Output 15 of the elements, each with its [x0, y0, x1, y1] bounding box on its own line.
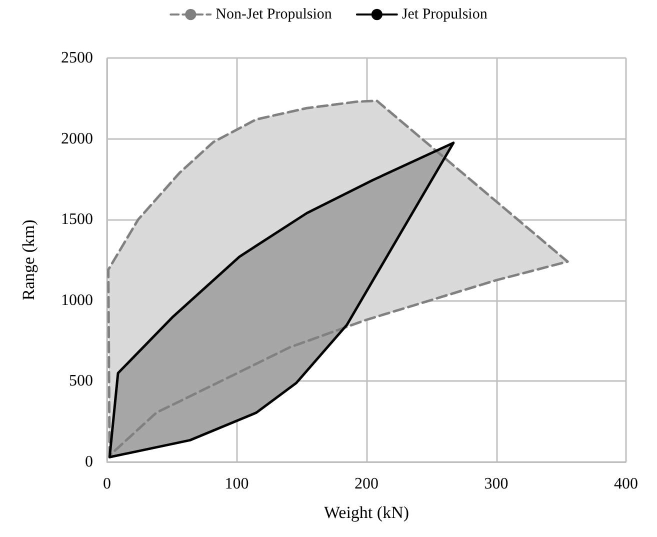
y-tick-label: 500 — [69, 372, 93, 390]
legend-label: Non-Jet Propulsion — [216, 6, 332, 22]
x-tick-label: 200 — [354, 476, 378, 492]
y-tick-label: 1500 — [61, 211, 93, 228]
y-axis-title: Range (km) — [19, 220, 38, 300]
legend-label: Jet Propulsion — [402, 6, 488, 22]
y-tick-label: 1000 — [61, 292, 93, 309]
y-tick-label: 2500 — [61, 50, 93, 66]
x-tick-label: 0 — [103, 476, 111, 492]
x-tick-label: 300 — [484, 476, 508, 492]
x-tick-label: 100 — [224, 476, 249, 492]
x-tick-label: 400 — [614, 476, 638, 492]
y-tick-label: 0 — [85, 454, 93, 470]
x-axis-title: Weight (kN) — [324, 503, 410, 522]
y-tick-label: 2000 — [61, 130, 93, 148]
